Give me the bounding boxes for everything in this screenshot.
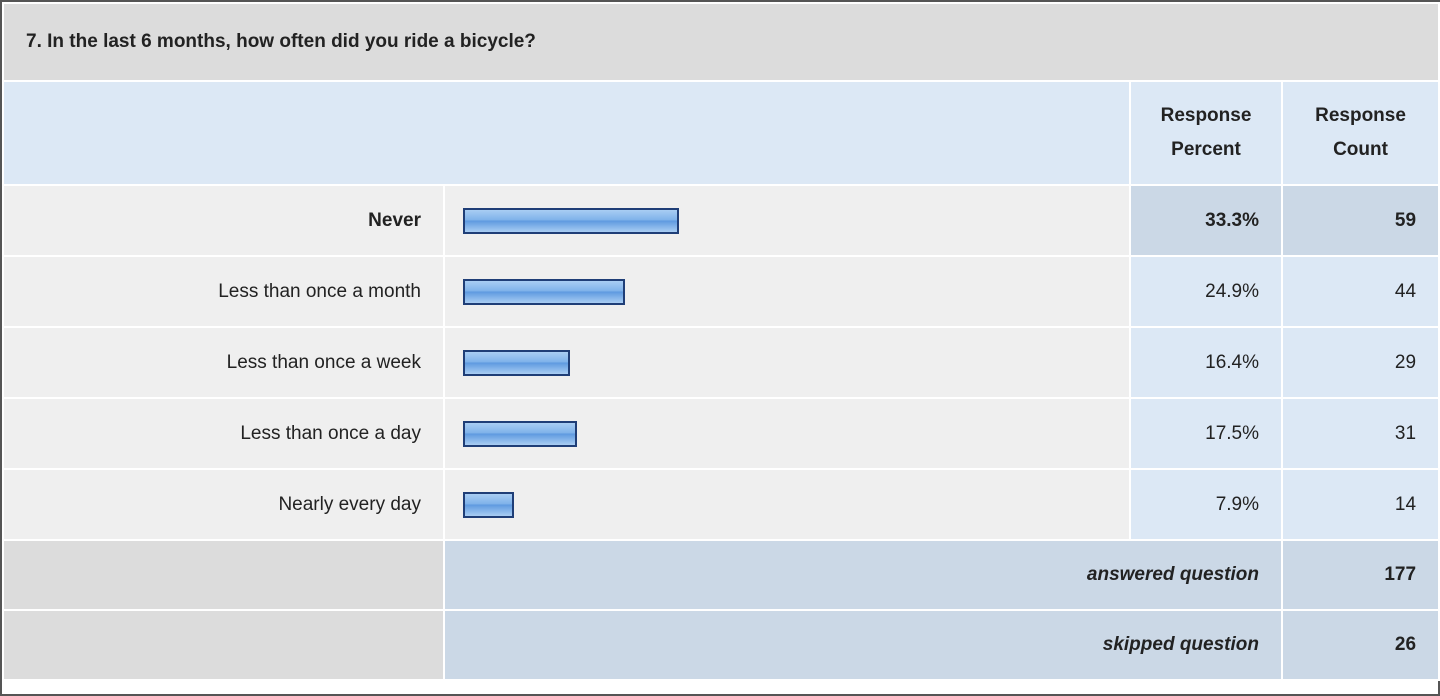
skipped-row: skipped question 26 bbox=[2, 609, 1440, 681]
response-count: 44 bbox=[1280, 255, 1440, 328]
answered-row: answered question 177 bbox=[2, 539, 1440, 611]
question-title: 7. In the last 6 months, how often did y… bbox=[1, 2, 1440, 82]
answer-label: Never bbox=[2, 184, 445, 257]
response-percent: 17.5% bbox=[1129, 397, 1283, 470]
bar-cell bbox=[443, 184, 1131, 257]
answer-row: Less than once a month 24.9% 44 bbox=[2, 255, 1440, 328]
bar-cell bbox=[443, 255, 1131, 328]
answer-row: Less than once a week 16.4% 29 bbox=[2, 326, 1440, 399]
answer-row: Nearly every day 7.9% 14 bbox=[2, 468, 1440, 541]
footer-blank bbox=[2, 539, 445, 611]
answer-row: Less than once a day 17.5% 31 bbox=[2, 397, 1440, 470]
response-count: 59 bbox=[1280, 184, 1440, 257]
response-percent: 33.3% bbox=[1129, 184, 1283, 257]
bar-cell bbox=[443, 326, 1131, 399]
answered-count: 177 bbox=[1280, 539, 1440, 611]
skipped-count: 26 bbox=[1280, 609, 1440, 681]
header-percent: Response Percent bbox=[1129, 80, 1283, 186]
header-count: Response Count bbox=[1280, 80, 1440, 186]
header-blank bbox=[2, 80, 1131, 186]
bar bbox=[463, 491, 515, 518]
bar-cell bbox=[443, 468, 1131, 541]
response-count: 14 bbox=[1280, 468, 1440, 541]
answer-label: Less than once a day bbox=[2, 397, 445, 470]
answer-label: Nearly every day bbox=[2, 468, 445, 541]
bar bbox=[463, 420, 577, 447]
response-count: 29 bbox=[1280, 326, 1440, 399]
answer-row: Never 33.3% 59 bbox=[2, 184, 1440, 257]
footer-blank bbox=[2, 609, 445, 681]
bar bbox=[463, 207, 680, 234]
skipped-label: skipped question bbox=[443, 609, 1283, 681]
bar bbox=[463, 349, 570, 376]
answered-label: answered question bbox=[443, 539, 1283, 611]
response-percent: 24.9% bbox=[1129, 255, 1283, 328]
bar-cell bbox=[443, 397, 1131, 470]
answer-label: Less than once a month bbox=[2, 255, 445, 328]
results-table: 7. In the last 6 months, how often did y… bbox=[1, 2, 1440, 681]
response-percent: 7.9% bbox=[1129, 468, 1283, 541]
answer-label: Less than once a week bbox=[2, 326, 445, 399]
response-count: 31 bbox=[1280, 397, 1440, 470]
response-percent: 16.4% bbox=[1129, 326, 1283, 399]
bar bbox=[463, 278, 625, 305]
